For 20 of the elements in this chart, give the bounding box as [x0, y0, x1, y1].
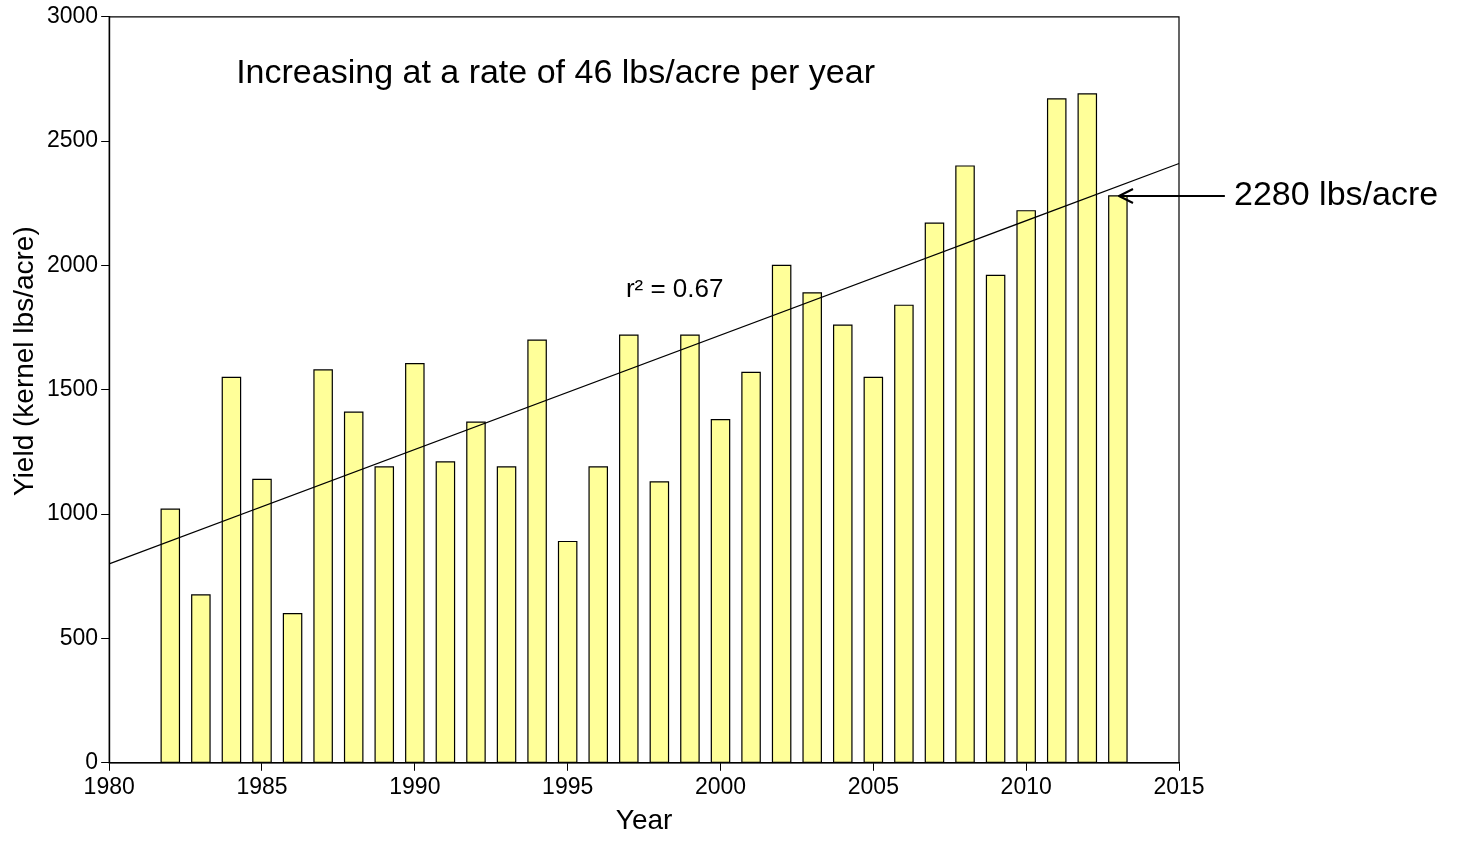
y-tick-label: 500	[59, 623, 99, 650]
y-tick-label: 3000	[46, 2, 99, 29]
x-tick-label: 1990	[389, 772, 441, 799]
annotation: r² = 0.67	[625, 273, 724, 304]
x-tick-label: 1985	[236, 772, 288, 799]
y-tick-label: 2500	[46, 126, 99, 153]
x-tick-label: 1995	[542, 772, 594, 799]
x-tick-label: 2000	[694, 772, 747, 799]
y-tick-label: 1000	[46, 499, 99, 526]
y-tick-label: 0	[85, 748, 99, 775]
annotation: Increasing at a rate of 46 lbs/acre per year	[236, 52, 875, 91]
x-tick-label: 2010	[1000, 772, 1052, 799]
y-tick-label: 2000	[46, 250, 99, 277]
x-tick-label: 2015	[1153, 772, 1205, 799]
x-tick-label: 1980	[83, 772, 135, 799]
text: 2280 lbs/acre	[1234, 174, 1439, 213]
x-tick-label: 2005	[847, 772, 899, 799]
y-axis-title: Yield (kernel lbs/acre)	[8, 225, 40, 499]
y-tick-label: 1500	[46, 375, 99, 402]
x-axis-title: Year	[615, 803, 673, 835]
